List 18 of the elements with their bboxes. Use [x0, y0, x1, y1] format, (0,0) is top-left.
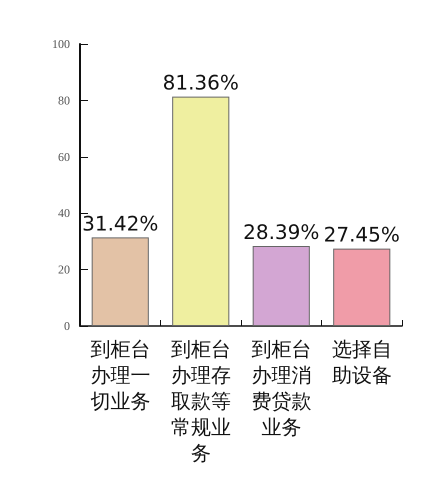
y-tick-label: 80	[58, 93, 70, 108]
x-tick-label: 到柜台办理存取款等常规业务	[170, 337, 231, 465]
y-tick-label: 0	[64, 319, 70, 333]
x-tick-label: 到柜台办理消费贷款业务	[251, 337, 312, 439]
bar	[333, 248, 390, 326]
x-tick-label: 到柜台办理一切业务	[90, 337, 150, 413]
y-tick-label: 40	[58, 206, 70, 220]
data-label: 27.45%	[324, 222, 400, 247]
x-tick-label: 选择自助设备	[332, 337, 392, 387]
bar	[92, 237, 149, 326]
y-tick-label: 20	[58, 262, 70, 277]
data-label: 31.42%	[82, 211, 158, 236]
y-tick-label: 60	[58, 150, 70, 164]
bar	[172, 96, 230, 326]
data-label: 28.39%	[243, 220, 320, 244]
y-tick-label: 100	[52, 37, 70, 51]
data-label: 81.36%	[162, 70, 239, 95]
bar	[252, 246, 310, 326]
